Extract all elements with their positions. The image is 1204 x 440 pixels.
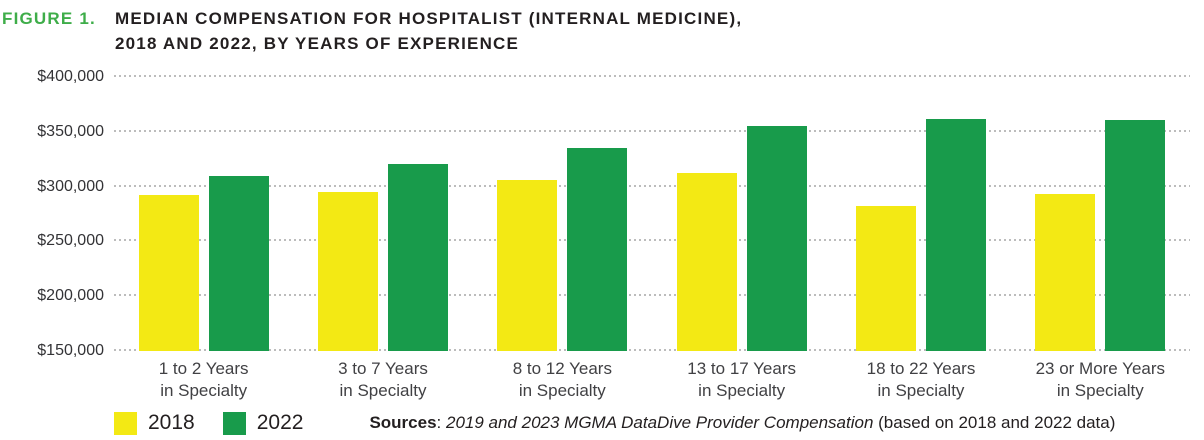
sources-note-citation: 2019 and 2023 MGMA DataDive Provider Com… [445, 413, 874, 432]
x-label-line1-3-to-7-years: 3 to 7 Years [338, 359, 428, 378]
legend: 2018 2022 [114, 411, 331, 435]
y-tick-label-250000: $250,000 [37, 232, 104, 250]
gridline-400000 [114, 75, 1190, 77]
figure-title-line2: 2018 AND 2022, BY YEARS OF EXPERIENCE [115, 34, 520, 53]
bar-2018-18-to-22-years [855, 206, 916, 351]
x-label-line1-23-or-more-years: 23 or More Years [1035, 359, 1166, 378]
y-tick-label-300000: $300,000 [37, 177, 104, 195]
bar-2022-13-to-17-years [746, 126, 807, 351]
y-tick-label-350000: $350,000 [37, 122, 104, 140]
bar-2018-23-or-more-years [1035, 194, 1096, 351]
bar-2018-3-to-7-years [317, 192, 378, 351]
figure-title-line1: MEDIAN COMPENSATION FOR HOSPITALIST (INT… [115, 9, 743, 28]
bar-group-3-to-7-years [293, 77, 472, 351]
x-label-line2-1-to-2-years: in Specialty [160, 381, 248, 400]
x-label-line2-23-or-more-years: in Specialty [1056, 381, 1144, 400]
bar-groups [114, 77, 1190, 351]
sources-note-separator: : [436, 413, 446, 432]
x-label-line1-1-to-2-years: 1 to 2 Years [158, 359, 249, 378]
bar-group-8-to-12-years [473, 77, 652, 351]
bar-2022-23-or-more-years [1105, 119, 1166, 351]
legend-item-2022: 2022 [222, 411, 304, 435]
x-label-line2-13-to-17-years: in Specialty [698, 381, 786, 400]
x-label-18-to-22-years: 18 to 22 Years in Specialty [831, 358, 1010, 402]
bar-2022-18-to-22-years [925, 118, 986, 351]
gridline-150000 [114, 349, 1190, 351]
x-label-13-to-17-years: 13 to 17 Years in Specialty [652, 358, 831, 402]
y-tick-label-400000: $400,000 [37, 68, 104, 85]
sources-note-suffix: (based on 2018 and 2022 data) [873, 413, 1116, 432]
x-label-line1-18-to-22-years: 18 to 22 Years [866, 359, 976, 378]
x-label-1-to-2-years: 1 to 2 Years in Specialty [114, 358, 293, 402]
plot-area [114, 75, 1190, 351]
chart-area: $150,000 $200,000 $250,000 $300,000 $350,000… [2, 68, 1196, 359]
bar-2018-1-to-2-years [138, 195, 199, 351]
bar-group-13-to-17-years [652, 77, 831, 351]
y-axis: $150,000 $200,000 $250,000 $300,000 $350,000… [2, 68, 114, 359]
bar-group-18-to-22-years [831, 77, 1010, 351]
figure-label: FIGURE 1. [2, 9, 96, 28]
x-label-3-to-7-years: 3 to 7 Years in Specialty [293, 358, 472, 402]
x-label-8-to-12-years: 8 to 12 Years in Specialty [473, 358, 652, 402]
legend-label-2018: 2018 [148, 411, 195, 434]
legend-item-2018: 2018 [114, 411, 195, 435]
x-label-23-or-more-years: 23 or More Years in Specialty [1011, 358, 1190, 402]
bar-2018-8-to-12-years [497, 180, 558, 351]
legend-swatch-2022 [222, 411, 246, 435]
gridline-350000 [114, 129, 1190, 132]
figure-title-text: MEDIAN COMPENSATION FOR HOSPITALIST (INT… [115, 6, 742, 56]
bar-2022-1-to-2-years [208, 175, 269, 351]
gridline-300000 [114, 184, 1190, 187]
bar-2022-3-to-7-years [387, 163, 448, 351]
x-axis-labels: 1 to 2 Years in Specialty 3 to 7 Years in S… [114, 358, 1190, 402]
gridline-250000 [114, 239, 1190, 242]
x-label-line2-8-to-12-years: in Specialty [518, 381, 606, 400]
bar-group-23-or-more-years [1011, 77, 1190, 351]
chart-footer: 2018 2022 Sources: 2019 and 2023 MGMA Dat… [114, 411, 1190, 435]
bar-2022-8-to-12-years [567, 148, 628, 351]
bar-2018-13-to-17-years [676, 173, 737, 351]
x-label-line2-3-to-7-years: in Specialty [339, 381, 427, 400]
x-label-line1-13-to-17-years: 13 to 17 Years [687, 359, 796, 378]
gridline-200000 [114, 294, 1190, 297]
x-label-line1-8-to-12-years: 8 to 12 Years [512, 359, 612, 378]
y-tick-label-150000: $150,000 [37, 342, 104, 359]
x-label-line2-18-to-22-years: in Specialty [877, 381, 965, 400]
legend-swatch-2018 [114, 411, 137, 435]
sources-note-label: Sources [369, 413, 437, 432]
bar-group-1-to-2-years [114, 77, 293, 351]
figure-title: FIGURE 1. MEDIAN COMPENSATION FOR HOSPIT… [2, 6, 1196, 56]
y-tick-label-200000: $200,000 [37, 287, 104, 305]
legend-label-2022: 2022 [256, 411, 304, 434]
sources-note: Sources: 2019 and 2023 MGMA DataDive Pro… [369, 413, 1115, 433]
